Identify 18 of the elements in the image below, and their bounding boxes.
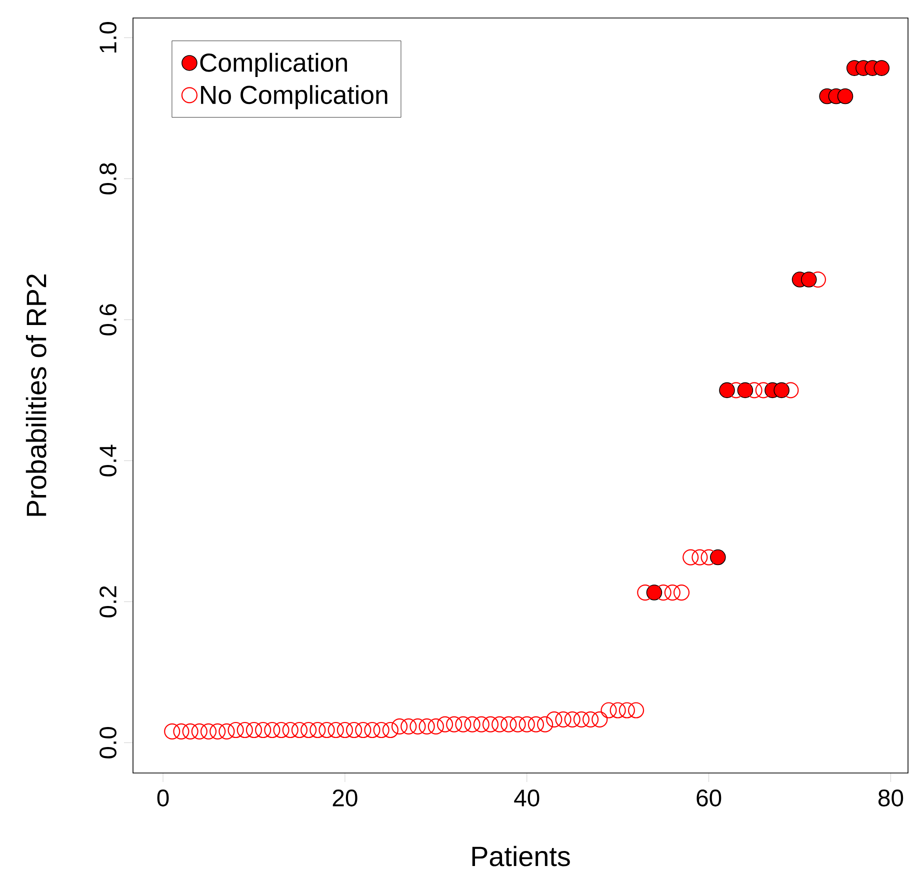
- x-tick-label: 40: [514, 790, 540, 806]
- y-tick-label: 1.0: [100, 22, 116, 53]
- y-axis-title: Probabilities of RP2: [26, 274, 46, 516]
- x-tick-label: 20: [332, 790, 358, 806]
- x-axis-title: Patients: [472, 846, 570, 866]
- y-tick-label: 0.2: [100, 586, 116, 618]
- point: [800, 272, 817, 288]
- x-tick-label: 60: [696, 790, 722, 806]
- y-tick-label: 0.0: [100, 727, 116, 758]
- legend-label: Complication: [200, 52, 347, 77]
- x-tick-label: 80: [878, 790, 904, 806]
- y-tick-label: 0.6: [100, 304, 116, 336]
- point: [837, 88, 854, 104]
- legend-label: No Complication: [201, 85, 388, 110]
- point: [874, 60, 890, 76]
- y-tick-label: 0.8: [100, 163, 116, 194]
- x-tick-label: 0: [157, 790, 169, 806]
- y-tick-label: 0.4: [100, 444, 116, 476]
